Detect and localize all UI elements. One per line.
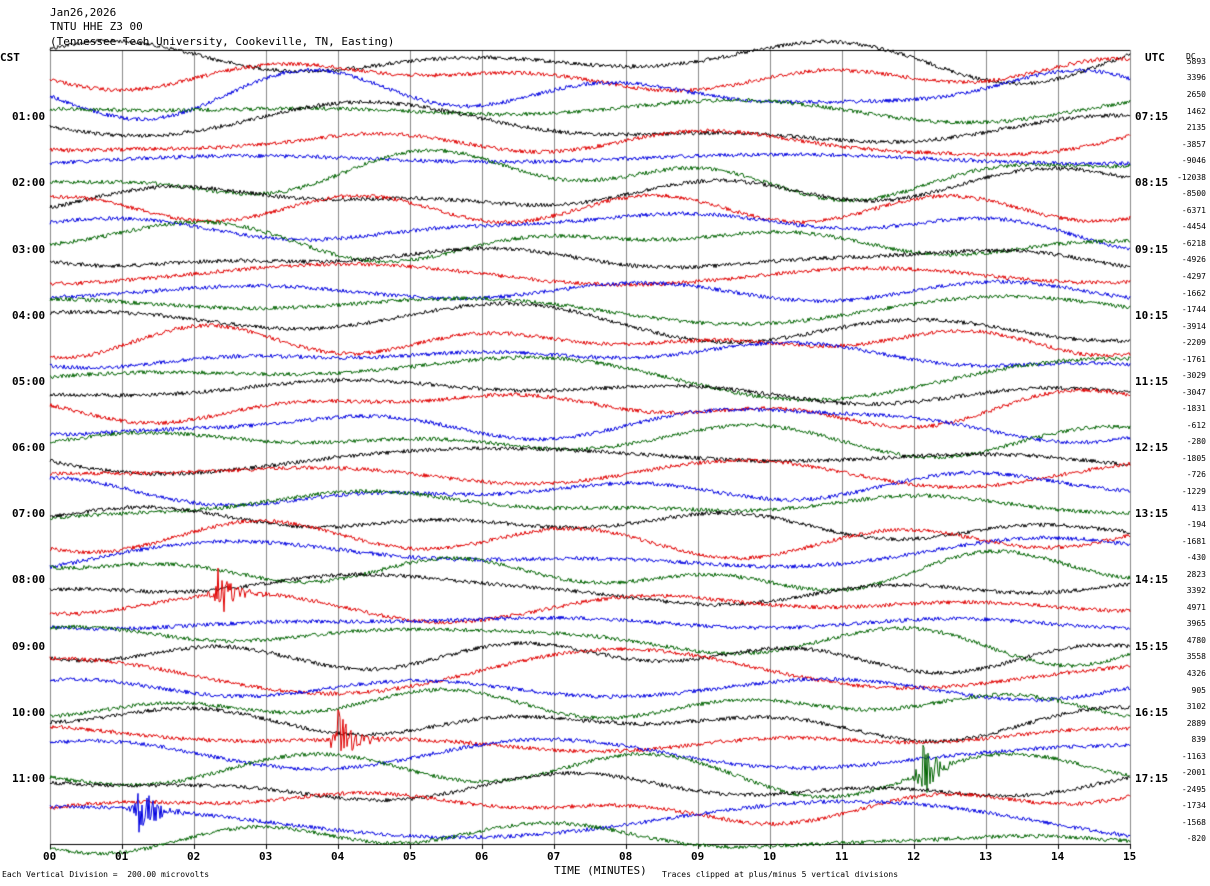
dc-offset: 3396 [1186, 73, 1206, 83]
x-tick-label: 01 [115, 850, 129, 863]
dc-offset: -6371 [1181, 205, 1206, 215]
dc-offset: -3857 [1181, 139, 1206, 149]
left-hour-label: 03:00 [12, 242, 46, 256]
right-hour-label: 10:15 [1135, 308, 1169, 322]
dc-offset: -1681 [1181, 536, 1206, 546]
dc-offset: -1761 [1181, 354, 1206, 364]
x-axis-label: TIME (MINUTES) [554, 864, 647, 877]
dc-offset: 2650 [1186, 90, 1206, 99]
x-tick-label: 13 [979, 850, 993, 863]
dc-offset: -9046 [1181, 156, 1206, 166]
dc-offset: 2889 [1186, 718, 1206, 728]
left-hour-label: 09:00 [12, 639, 46, 653]
right-hour-label: 12:15 [1135, 441, 1169, 454]
dc-offset: 4326 [1186, 668, 1206, 678]
left-hour-label: 11:00 [12, 771, 46, 785]
x-tick-label: 07 [547, 850, 561, 863]
dc-offset: -3029 [1181, 371, 1206, 381]
left-hour-label: 04:00 [12, 308, 46, 322]
x-tick-label: 04 [331, 850, 345, 863]
dc-offset: -820 [1186, 834, 1206, 844]
dc-offset: -430 [1186, 553, 1206, 563]
dc-offset: -280 [1186, 437, 1206, 447]
dc-offset: 5893 [1186, 56, 1206, 66]
dc-offset: 3965 [1186, 619, 1206, 629]
left-hour-label: 10:00 [12, 705, 46, 719]
dc-offset: -2495 [1181, 784, 1206, 794]
dc-offset: -1744 [1181, 305, 1206, 315]
x-tick-label: 06 [475, 850, 489, 863]
dc-offset: 1462 [1186, 106, 1206, 116]
dc-offset: 2823 [1186, 569, 1206, 579]
dc-offset: -3047 [1181, 387, 1206, 397]
dc-offset: 3102 [1186, 702, 1206, 712]
dc-offset: -1568 [1181, 817, 1206, 827]
left-hour-label: 06:00 [12, 441, 46, 454]
x-tick-label: 11 [835, 850, 849, 863]
clip-note: Traces clipped at plus/minus 5 vertical … [662, 870, 899, 879]
cst-label: CST [0, 51, 20, 64]
left-hour-label: 05:00 [12, 374, 46, 388]
dc-offset: -12038 [1177, 172, 1206, 182]
x-tick-label: 05 [403, 850, 417, 863]
dc-offset: -1229 [1181, 487, 1206, 496]
dc-offset: 839 [1191, 735, 1206, 745]
right-hour-label: 14:15 [1135, 573, 1169, 587]
right-hour-label: 16:15 [1135, 705, 1169, 719]
dc-offset: -1734 [1181, 801, 1206, 811]
dc-offset: -4926 [1181, 255, 1206, 265]
dc-offset: -612 [1186, 420, 1206, 430]
x-tick-label: 08 [619, 850, 633, 863]
left-hour-label: 08:00 [12, 573, 46, 587]
right-hour-label: 08:15 [1135, 176, 1169, 190]
x-tick-label: 09 [691, 850, 705, 863]
dc-offset: -1805 [1181, 453, 1206, 463]
chart-date: Jan26,2026 [50, 6, 117, 19]
x-tick-label: 15 [1123, 850, 1137, 863]
chart-subtitle: (Tennessee Tech University, Cookeville, … [50, 35, 395, 48]
dc-offset: -2001 [1181, 768, 1206, 778]
dc-offset: 4971 [1186, 602, 1206, 612]
x-tick-label: 14 [1051, 850, 1065, 863]
dc-label: DC [1186, 52, 1196, 61]
dc-offset: 2135 [1186, 123, 1206, 133]
right-hour-label: 17:15 [1135, 771, 1169, 785]
x-tick-label: 10 [763, 850, 777, 863]
dc-offset: 4780 [1186, 635, 1206, 645]
left-hour-label: 02:00 [12, 176, 46, 190]
dc-offset: -6218 [1181, 238, 1206, 248]
x-tick-label: 00 [43, 850, 57, 863]
right-hour-label: 07:15 [1135, 110, 1169, 124]
dc-offset: -1662 [1181, 288, 1206, 298]
dc-offset: 3558 [1186, 652, 1206, 662]
dc-offset: 413 [1191, 503, 1206, 513]
x-tick-label: 02 [187, 850, 201, 863]
dc-offset: -2209 [1181, 338, 1206, 348]
scale-note: Each Vertical Division = 200.00 microvol… [2, 870, 210, 879]
dc-offset: -3914 [1181, 321, 1206, 331]
dc-offset: -1163 [1181, 751, 1206, 761]
dc-offset: -194 [1186, 520, 1206, 530]
dc-offset: -4297 [1181, 271, 1206, 281]
x-tick-label: 12 [907, 850, 921, 863]
dc-offset: 3392 [1186, 586, 1206, 596]
dc-offset: 905 [1191, 685, 1206, 695]
dc-offset: -8500 [1181, 189, 1206, 199]
dc-offset: -4454 [1181, 222, 1206, 232]
dc-offset: -726 [1186, 470, 1206, 480]
right-hour-label: 11:15 [1135, 374, 1169, 388]
x-tick-label: 03 [259, 850, 273, 863]
utc-label: UTC [1145, 51, 1165, 64]
left-hour-label: 07:00 [12, 507, 46, 521]
right-hour-label: 15:15 [1135, 639, 1169, 653]
right-hour-label: 13:15 [1135, 507, 1169, 521]
left-hour-label: 01:00 [12, 110, 46, 124]
right-hour-label: 09:15 [1135, 242, 1169, 256]
chart-title: TNTU HHE Z3 00 [50, 20, 143, 33]
dc-offset: -1831 [1181, 404, 1206, 414]
